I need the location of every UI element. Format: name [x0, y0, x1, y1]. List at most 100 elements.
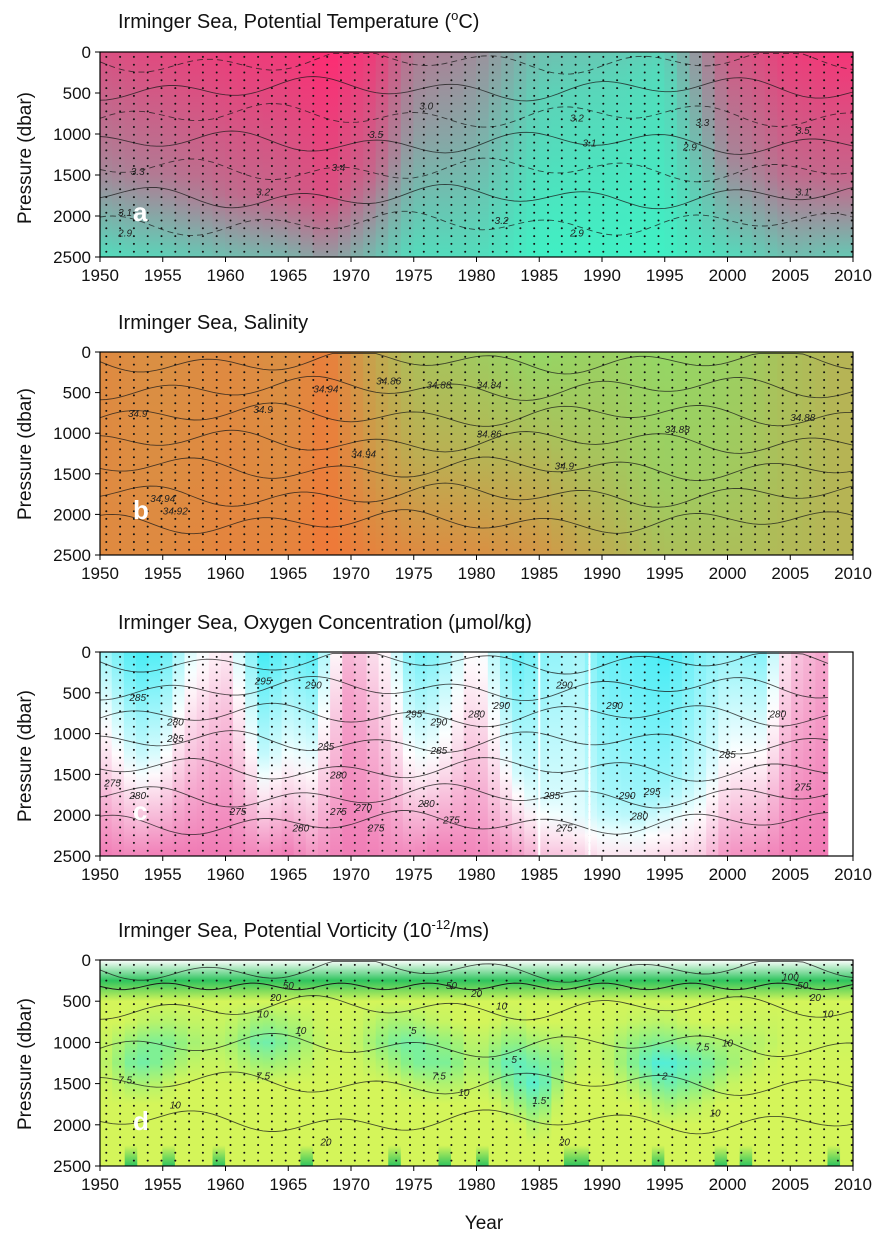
station-dot — [685, 803, 688, 806]
station-dot — [547, 733, 549, 736]
station-dot — [588, 386, 591, 389]
station-dot — [436, 188, 439, 191]
station-dot — [560, 671, 563, 674]
station-dot — [326, 702, 329, 705]
station-dot — [740, 196, 743, 199]
y-tick-label: 2000 — [53, 505, 91, 524]
station-dot — [340, 394, 342, 397]
station-dot — [340, 779, 342, 782]
station-dot — [312, 203, 315, 206]
station-dot — [105, 849, 108, 852]
station-dot — [740, 172, 743, 175]
station-dot — [381, 79, 384, 82]
station-dot — [781, 409, 784, 412]
contour-line — [99, 456, 854, 482]
station-dot — [215, 110, 218, 113]
station-dot — [201, 402, 204, 405]
station-dot — [257, 725, 260, 728]
station-dot — [174, 655, 177, 658]
station-dot — [215, 1057, 218, 1060]
station-dot — [312, 849, 315, 852]
station-dot — [243, 141, 246, 144]
station-dot — [119, 510, 122, 513]
station-dot — [533, 663, 536, 666]
station-dot — [160, 841, 163, 844]
station-dot — [547, 826, 549, 829]
station-dot — [850, 211, 853, 214]
station-dot — [395, 502, 398, 505]
station-dot — [188, 211, 191, 214]
station-dot — [146, 741, 149, 744]
station-dot — [146, 87, 149, 90]
station-dot — [491, 188, 494, 191]
station-dot — [754, 702, 757, 705]
station-dot — [298, 180, 301, 183]
station-dot — [201, 655, 204, 658]
station-dot — [836, 517, 839, 520]
station-dot — [464, 196, 467, 199]
station-dot — [105, 448, 108, 451]
station-dot — [836, 219, 839, 222]
station-dot — [836, 541, 839, 543]
station-dot — [505, 733, 508, 736]
station-dot — [478, 679, 480, 682]
station-dot — [409, 849, 411, 852]
station-dot — [767, 663, 770, 666]
station-dot — [119, 517, 122, 520]
station-dot — [119, 694, 122, 697]
field-strip — [657, 652, 671, 856]
station-dot — [132, 1018, 135, 1021]
station-dot — [767, 525, 770, 528]
x-tick-label: 1990 — [583, 266, 621, 285]
station-dot — [671, 525, 674, 528]
station-dot — [671, 133, 674, 136]
station-dot — [132, 1120, 135, 1123]
station-dot — [132, 94, 135, 97]
station-dot — [547, 433, 549, 435]
station-dot — [243, 779, 246, 782]
station-dot — [215, 494, 218, 497]
station-dot — [105, 1159, 108, 1162]
station-dot — [284, 242, 287, 245]
station-dot — [850, 425, 853, 428]
station-dot — [312, 371, 315, 374]
station-dot — [436, 180, 439, 183]
station-dot — [657, 733, 660, 736]
station-dot — [409, 379, 411, 381]
station-dot — [243, 157, 246, 160]
station-dot — [795, 196, 798, 199]
field-strip — [111, 652, 125, 856]
station-dot — [229, 1097, 232, 1099]
station-dot — [574, 741, 577, 744]
field-strip — [149, 352, 164, 555]
station-dot — [119, 1026, 122, 1029]
station-dot — [270, 725, 273, 728]
station-dot — [229, 63, 232, 66]
station-dot — [464, 126, 467, 128]
station-dot — [132, 849, 135, 852]
station-dot — [478, 126, 480, 128]
station-dot — [243, 1144, 246, 1146]
station-dot — [712, 386, 715, 389]
x-tick-label: 2000 — [709, 564, 747, 583]
station-dot — [146, 679, 149, 682]
station-dot — [643, 379, 646, 381]
station-dot — [229, 180, 232, 183]
station-dot — [298, 834, 301, 837]
station-dot — [629, 227, 632, 230]
station-dot — [671, 402, 674, 405]
station-dot — [547, 402, 549, 405]
station-dot — [119, 1104, 122, 1107]
station-dot — [560, 818, 563, 821]
station-dot — [105, 172, 108, 175]
station-dot — [340, 165, 342, 167]
field-strip — [487, 652, 501, 856]
station-dot — [395, 456, 398, 459]
station-dot — [215, 748, 218, 751]
station-dot — [312, 242, 315, 245]
station-dot — [574, 448, 577, 451]
station-dot — [643, 849, 646, 852]
station-dot — [519, 810, 522, 813]
field-strip — [172, 652, 186, 856]
station-dot — [160, 987, 163, 990]
